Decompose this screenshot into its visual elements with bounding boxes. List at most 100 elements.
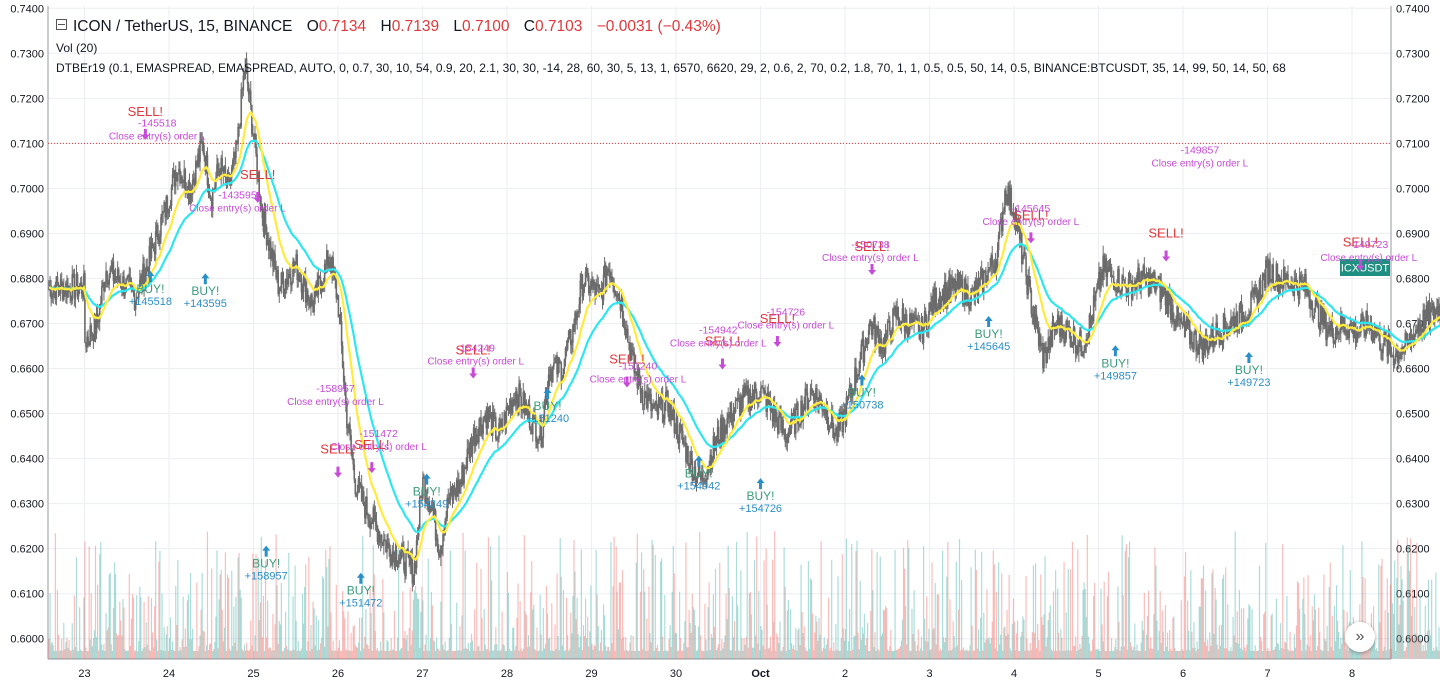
volume-bar [895,649,897,659]
volume-bar [1358,649,1360,659]
candle-body [959,274,962,287]
volume-bar [331,650,333,659]
volume-bar [1254,645,1256,659]
volume-bar [143,602,145,659]
volume-bar [894,550,896,659]
volume-bar [1435,572,1437,659]
volume-bar [961,580,963,659]
candle-body [982,272,985,293]
volume-indicator-label[interactable]: Vol (20) [56,41,98,55]
candle-body [691,458,694,481]
candle-body [355,494,358,496]
volume-bar [75,556,78,659]
volume-bar [1230,646,1232,659]
close-entry-value: -154726 [767,307,806,319]
volume-bar [500,649,502,659]
volume-bar [1106,596,1108,659]
volume-bar [114,574,117,659]
volume-bar [916,645,918,659]
sell-arrow-icon [367,462,376,474]
candle-body [585,268,588,272]
candle-body [1414,329,1417,334]
volume-bar [421,586,423,659]
volume-bar [1192,647,1194,659]
scroll-to-realtime-button[interactable]: » [1345,622,1375,652]
candle-body [1348,327,1351,339]
candle-body [1357,332,1360,334]
candle-body [1123,279,1126,285]
volume-bar [1368,647,1370,659]
volume-bar [725,593,727,659]
volume-bar [348,650,350,659]
volume-bar [518,650,520,659]
candle-body [1282,267,1285,289]
candle-body [597,284,600,287]
volume-bar [897,648,899,659]
candle-body [1371,333,1374,340]
candle-body [304,275,307,303]
candle-body [735,399,738,401]
volume-bar [1337,620,1339,659]
candle-body [290,277,292,286]
volume-bar [779,621,781,659]
volume-bar [329,546,331,659]
candle-body [1263,274,1266,288]
buy-arrow-icon [356,572,365,584]
candle-body [777,418,779,434]
candle-body [1125,285,1128,298]
y-tick-label-left: 0.7100 [10,138,44,150]
buy-signal-label: BUY! [347,584,375,598]
volume-bar [1247,618,1249,659]
volume-bar [344,618,346,659]
candle-body [369,521,371,529]
candle-body [598,284,601,289]
volume-bar [1038,640,1040,659]
volume-bar [366,643,368,659]
candle-body [1405,332,1408,334]
candle-body [1142,265,1145,271]
volume-bar [1122,595,1124,659]
volume-bar [1438,627,1440,659]
change-value: −0.0031 (−0.43%) [596,18,721,35]
buy-signal-label: BUY! [848,386,876,400]
volume-bar [1325,641,1327,659]
candle-body [222,167,225,176]
candle-body [688,465,690,469]
volume-bar [377,650,380,659]
candle-body [1391,355,1394,357]
volume-bar [651,539,653,659]
candle-body [311,294,313,305]
strategy-indicator-label[interactable]: DTBEr19 (0.1, EMASPREAD, EMASPREAD, AUTO… [56,61,1286,75]
volume-bar [1310,650,1312,659]
volume-bar [913,590,915,659]
candle-body [86,336,88,348]
candle-body [751,392,754,401]
volume-bar [406,634,408,659]
collapse-icon[interactable] [56,19,67,30]
volume-bar [439,651,441,659]
candle-body [842,411,845,433]
volume-bar [101,644,103,659]
candle-body [618,293,621,301]
volume-bar [1084,588,1086,659]
volume-bar [884,606,887,659]
volume-bar [741,638,743,659]
candle-body [989,266,991,270]
candle-body [816,388,818,398]
x-tick-label: 29 [585,668,597,680]
volume-bar [530,592,532,659]
candle-body [471,439,474,454]
candle-body [475,434,478,437]
candle-body [200,140,202,144]
candle-body [155,224,158,232]
volume-bar [1203,641,1206,659]
volume-bar [415,593,418,659]
candle-body [836,427,838,442]
candle-body [339,314,342,322]
symbol-title[interactable]: ICON / TetherUS, 15, BINANCE [73,18,293,35]
volume-bar [311,648,313,659]
volume-bar [1221,578,1224,659]
volume-bar [1391,603,1394,659]
